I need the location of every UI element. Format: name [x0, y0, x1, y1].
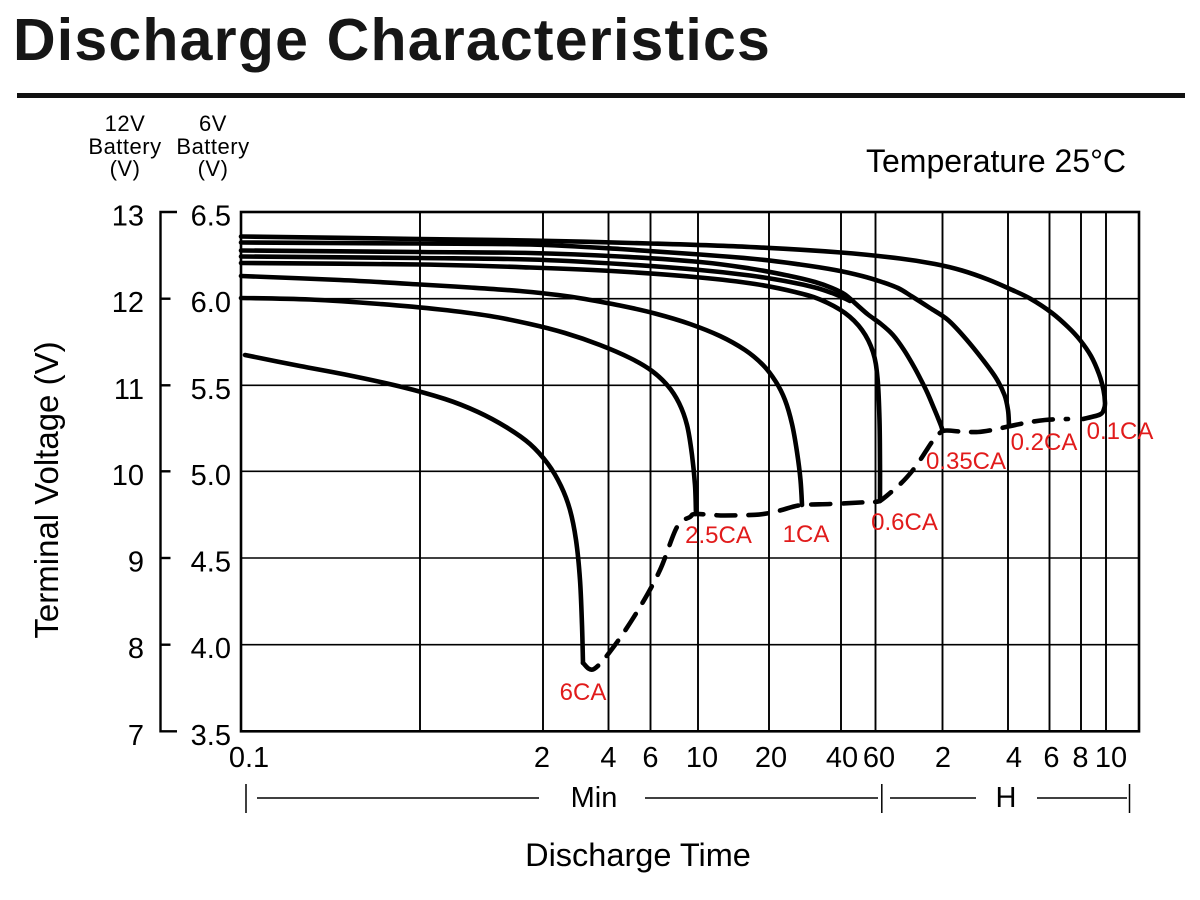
- svg-text:2: 2: [935, 742, 951, 774]
- svg-text:6V: 6V: [199, 111, 227, 136]
- svg-text:5.0: 5.0: [191, 460, 231, 492]
- svg-text:6: 6: [1043, 742, 1059, 774]
- svg-text:4: 4: [1006, 742, 1022, 774]
- svg-text:Discharge Time: Discharge Time: [525, 837, 751, 873]
- svg-text:12V: 12V: [105, 111, 146, 136]
- svg-text:4.0: 4.0: [191, 633, 231, 665]
- svg-text:6.0: 6.0: [191, 287, 231, 319]
- svg-text:2.5CA: 2.5CA: [685, 522, 752, 549]
- svg-text:2: 2: [534, 742, 550, 774]
- svg-text:Battery: Battery: [176, 134, 249, 159]
- svg-text:5.5: 5.5: [191, 374, 231, 406]
- svg-text:6.5: 6.5: [191, 201, 231, 233]
- svg-text:0.35CA: 0.35CA: [926, 448, 1006, 475]
- svg-text:Battery: Battery: [88, 134, 161, 159]
- svg-text:0.6CA: 0.6CA: [871, 509, 938, 536]
- svg-text:9: 9: [128, 547, 144, 579]
- svg-text:(V): (V): [198, 156, 229, 181]
- svg-text:1CA: 1CA: [783, 521, 830, 548]
- svg-text:6CA: 6CA: [560, 679, 607, 706]
- svg-text:4: 4: [600, 742, 616, 774]
- svg-text:H: H: [996, 782, 1017, 814]
- svg-text:10: 10: [112, 460, 144, 492]
- svg-text:20: 20: [755, 742, 787, 774]
- svg-text:0.1: 0.1: [229, 742, 269, 774]
- svg-text:4.5: 4.5: [191, 547, 231, 579]
- svg-text:60: 60: [863, 742, 895, 774]
- svg-text:11: 11: [114, 374, 144, 406]
- svg-text:(V): (V): [110, 156, 141, 181]
- svg-text:8: 8: [128, 633, 144, 665]
- svg-text:7: 7: [128, 720, 144, 752]
- svg-text:Temperature 25°C: Temperature 25°C: [866, 143, 1126, 179]
- svg-text:0.1CA: 0.1CA: [1087, 418, 1154, 445]
- svg-text:13: 13: [112, 201, 144, 233]
- svg-text:0.2CA: 0.2CA: [1011, 429, 1078, 456]
- svg-text:10: 10: [1095, 742, 1127, 774]
- svg-text:10: 10: [686, 742, 718, 774]
- svg-text:3.5: 3.5: [191, 720, 231, 752]
- svg-text:Min: Min: [571, 782, 618, 814]
- svg-text:12: 12: [112, 287, 144, 319]
- svg-text:6: 6: [642, 742, 658, 774]
- svg-text:40: 40: [826, 742, 858, 774]
- svg-text:8: 8: [1072, 742, 1088, 774]
- svg-text:Terminal Voltage (V): Terminal Voltage (V): [28, 341, 65, 638]
